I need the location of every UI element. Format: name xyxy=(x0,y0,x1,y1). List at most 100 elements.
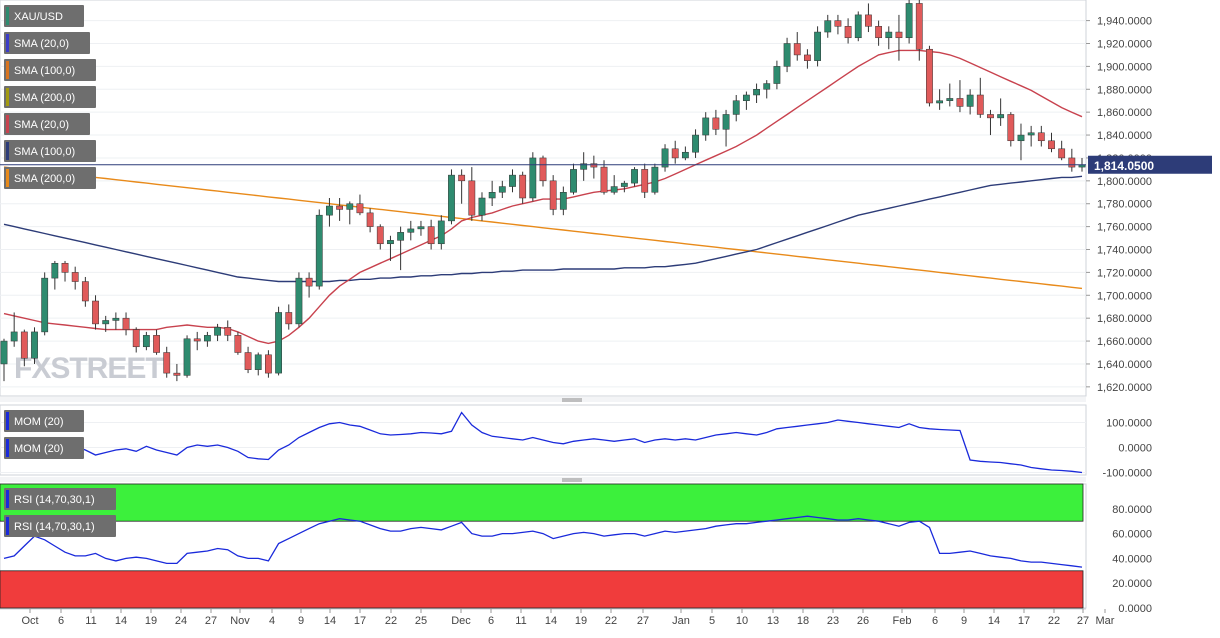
candle-body xyxy=(1037,132,1045,142)
legend-rsi-1: RSI (14,70,30,1) xyxy=(14,521,95,533)
candle-body xyxy=(529,157,537,199)
x-tick-label: 4 xyxy=(269,615,275,627)
price-pane[interactable]: 1,620.0000 1,640.0000 1,660.0000 1,680.0000… xyxy=(0,0,1212,402)
candle-body xyxy=(346,203,354,210)
candle-body xyxy=(966,94,974,107)
x-tick-label: 11 xyxy=(85,615,96,627)
candle-body xyxy=(41,277,49,333)
candle-body xyxy=(193,338,201,342)
x-tick-label: Nov xyxy=(230,615,250,627)
x-tick-label: 14 xyxy=(115,615,127,627)
legend-sma-1-swatch xyxy=(6,61,9,79)
candle-body xyxy=(987,114,994,119)
candle-body xyxy=(824,20,832,33)
legend-rsi-0: RSI (14,70,30,1) xyxy=(14,494,95,506)
candle-body xyxy=(71,272,79,282)
x-tick-label: 22 xyxy=(605,615,617,627)
x-tick-label: 6 xyxy=(932,615,938,627)
candle-body xyxy=(234,335,242,353)
candle-body xyxy=(427,226,435,245)
legend-sma-1: SMA (100,0) xyxy=(14,65,75,77)
x-tick-label: 13 xyxy=(767,615,779,627)
candle-body xyxy=(224,327,232,336)
x-tick-label: 26 xyxy=(857,615,869,627)
rsi-tick-label: 20.0000 xyxy=(1112,578,1152,590)
x-tick-label: 19 xyxy=(575,615,587,627)
candle-body xyxy=(763,83,771,90)
candle-body xyxy=(478,197,486,216)
rsi-tick-label: 80.0000 xyxy=(1112,504,1152,516)
x-tick-label: 14 xyxy=(988,615,1000,627)
candle-body xyxy=(509,174,516,187)
candle-body xyxy=(834,20,842,27)
legend-mom-1-box xyxy=(4,437,84,459)
legend-symbol: XAU/USD xyxy=(14,11,63,23)
sma200-line xyxy=(3,166,1083,290)
price-plot-area xyxy=(0,0,1087,397)
candle-body xyxy=(915,3,923,50)
candle-body xyxy=(81,281,89,302)
legends: XAU/USD SMA (20,0) SMA (100,0) SMA (200,0) S… xyxy=(4,5,116,537)
x-tick-label: 27 xyxy=(1077,615,1089,627)
rsi-tick-label: 0.0000 xyxy=(1118,603,1152,615)
candle-body xyxy=(183,338,191,376)
candle-body xyxy=(519,174,527,199)
candle-body xyxy=(132,329,140,348)
candle-body xyxy=(793,43,801,56)
candle-body xyxy=(559,192,567,210)
candle-body xyxy=(641,169,649,193)
candle-body xyxy=(804,54,811,61)
legend-sma-5-box xyxy=(4,167,96,189)
candle-body xyxy=(600,166,608,193)
rsi-pane[interactable]: 80.0000 60.0000 40.0000 20.0000 0.0000 xyxy=(0,483,1152,615)
legend-mom-0-box xyxy=(4,410,84,432)
candle-body xyxy=(275,312,282,374)
last-price-badge xyxy=(1088,155,1212,174)
candle-body xyxy=(305,277,313,287)
x-axis: Oct 6 11 14 19 24 27 Nov 4 9 14 17 22 25 Dec 6 11 14 19 22 2… xyxy=(0,608,1115,627)
candle-body xyxy=(498,186,506,193)
candle-body xyxy=(1007,114,1015,142)
candle-body xyxy=(997,114,1005,119)
x-tick-label: 22 xyxy=(1048,615,1060,627)
price-tick-label: 1,800.0000 xyxy=(1097,176,1152,188)
candle-body xyxy=(570,169,577,193)
x-tick-label: 24 xyxy=(175,615,187,627)
mom-tick-label: 0.0000 xyxy=(1118,443,1152,455)
x-tick-label: 14 xyxy=(324,615,336,627)
x-tick-label: Mar xyxy=(1096,615,1115,627)
candle-body xyxy=(549,180,557,210)
x-tick-label: 14 xyxy=(545,615,557,627)
candle-body xyxy=(51,262,59,279)
legend-rsi-1-box xyxy=(4,515,116,537)
candle-body xyxy=(681,151,689,159)
candle-body xyxy=(620,182,628,187)
pane-splitter xyxy=(0,477,1086,482)
candle-body xyxy=(315,214,323,287)
price-tick-label: 1,720.0000 xyxy=(1097,267,1152,279)
last-price-label: 1,814.0500 xyxy=(1094,159,1154,173)
price-tick-label: 1,680.0000 xyxy=(1097,313,1152,325)
candle-body xyxy=(61,262,69,273)
price-tick-label: 1,640.0000 xyxy=(1097,359,1152,371)
momentum-pane[interactable]: 100.0000 0.0000 -100.0000 xyxy=(0,404,1152,482)
legend-symbol-box xyxy=(4,5,84,27)
candle-body xyxy=(0,340,8,365)
candle-body xyxy=(356,203,364,214)
candle-body xyxy=(366,212,374,227)
x-tick-label: 9 xyxy=(961,615,967,627)
candle-body xyxy=(956,98,964,107)
price-tick-label: 1,660.0000 xyxy=(1097,336,1152,348)
legend-sma-3: SMA (20,0) xyxy=(14,119,69,131)
legend-sma-5: SMA (200,0) xyxy=(14,173,75,185)
candle-body xyxy=(783,43,791,67)
candle-body xyxy=(326,205,333,216)
candle-body xyxy=(488,192,496,199)
x-tick-label: 6 xyxy=(58,615,64,627)
candle-body xyxy=(468,180,476,216)
rsi-line xyxy=(3,515,1083,568)
legend-mom-0-swatch xyxy=(6,412,9,430)
x-tick-label: 18 xyxy=(797,615,809,627)
candle-body xyxy=(1017,134,1025,142)
candle-body xyxy=(1068,157,1076,168)
